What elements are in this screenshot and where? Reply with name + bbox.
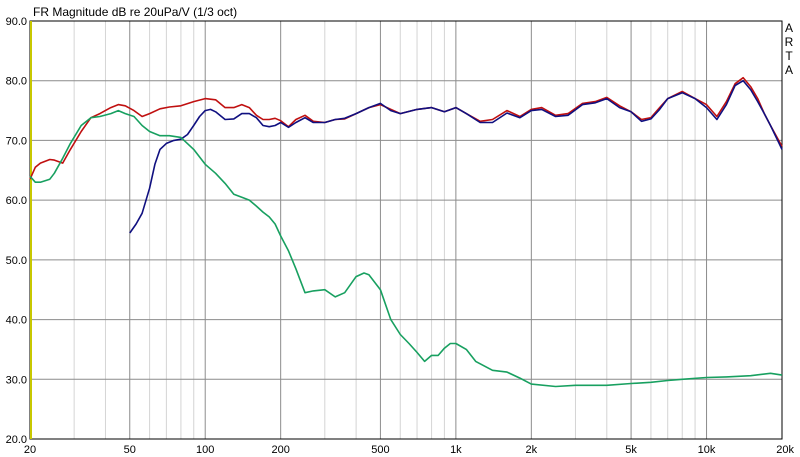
minor-grid	[73, 21, 696, 439]
x-tick-label: 500	[371, 444, 389, 456]
y-tick-label: 80.0	[6, 76, 27, 88]
chart-title: FR Magnitude dB re 20uPa/V (1/3 oct)	[33, 5, 237, 19]
watermark-letter: A	[785, 21, 793, 35]
y-tick-label: 30.0	[6, 374, 27, 386]
x-tick-labels: 20 50 100 200 500 1k 2k 5k 10k 20k	[24, 444, 795, 456]
x-tick-label: 20	[24, 444, 36, 456]
x-tick-label: 100	[196, 444, 214, 456]
x-tick-label: 5k	[625, 444, 637, 456]
y-tick-label: 20.0	[6, 434, 27, 446]
y-tick-labels: 90.0 80.0 70.0 60.0 50.0 40.0 30.0 20.0	[6, 16, 27, 446]
x-tick-label: 50	[124, 444, 136, 456]
series-layer	[29, 76, 783, 388]
series-line-2	[129, 79, 783, 234]
watermark-letter: R	[785, 35, 794, 49]
series-line-3	[29, 109, 783, 388]
y-tick-label: 70.0	[6, 135, 27, 147]
watermark-letter: T	[785, 49, 793, 63]
y-tick-label: 90.0	[6, 16, 27, 28]
x-tick-label: 200	[271, 444, 289, 456]
x-tick-label: 2k	[526, 444, 538, 456]
y-tick-label: 50.0	[6, 255, 27, 267]
major-grid	[30, 21, 782, 439]
x-tick-label: 10k	[698, 444, 716, 456]
y-tick-label: 40.0	[6, 315, 27, 327]
x-tick-label: 20k	[776, 444, 794, 456]
watermark-letter: A	[785, 63, 793, 77]
y-tick-label: 60.0	[6, 195, 27, 207]
x-tick-label: 1k	[450, 444, 462, 456]
